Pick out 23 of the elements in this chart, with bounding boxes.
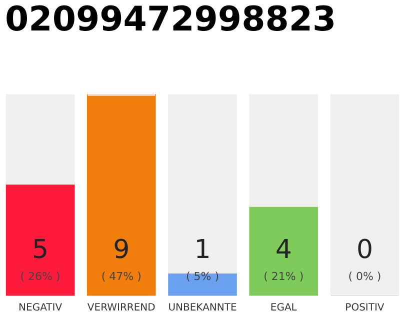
- bar: [6, 183, 75, 296]
- data-label: 9: [113, 235, 130, 265]
- x-tick-label: VERWIRREND: [87, 302, 156, 314]
- bar: [249, 94, 318, 207]
- x-tick-label: POSITIV: [345, 302, 384, 314]
- bar: [330, 94, 400, 296]
- chart-title: 02099472998823: [5, 0, 336, 40]
- bar: [86, 94, 156, 296]
- x-tick-label: UNBEKANNTE: [168, 302, 237, 314]
- bar: [249, 205, 318, 296]
- x-tick-label: EGAL: [270, 302, 298, 314]
- bar: [168, 272, 237, 296]
- data-label: 4: [275, 235, 292, 265]
- data-label: 1: [194, 235, 211, 265]
- annotation: ( 0% ): [348, 270, 382, 283]
- annotation: ( 21% ): [264, 270, 304, 283]
- x-tick-label: NEGATIV: [18, 302, 62, 314]
- bar: [6, 94, 75, 185]
- data-label: 5: [32, 235, 49, 265]
- annotation: ( 47% ): [101, 270, 142, 283]
- annotation: ( 26% ): [20, 270, 60, 283]
- annotation: ( 5% ): [186, 270, 220, 283]
- data-label: 0: [356, 235, 373, 265]
